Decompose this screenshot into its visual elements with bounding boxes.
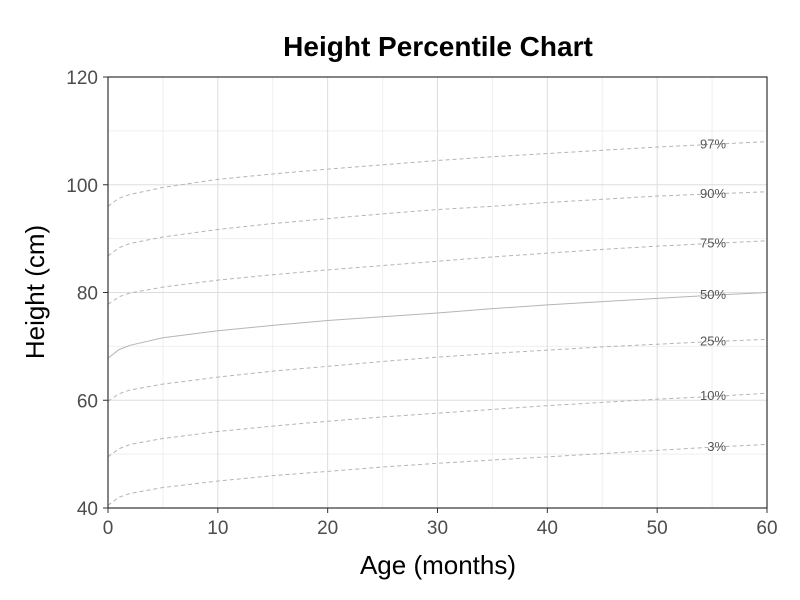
- x-tick-label: 30: [427, 518, 448, 539]
- series-line-25-pct: [107, 338, 768, 402]
- series-line-75-pct: [107, 240, 768, 305]
- y-tick-label: 40: [77, 499, 98, 520]
- y-tick-label: 80: [77, 284, 98, 305]
- x-tick-label: 20: [317, 518, 338, 539]
- y-tick-label: 120: [66, 68, 98, 89]
- series-line-50-pct: [107, 292, 768, 359]
- series-label-25-pct: 25%: [700, 334, 726, 349]
- x-tick-label: 10: [207, 518, 228, 539]
- series-label-50-pct: 50%: [700, 287, 726, 302]
- series-line-97-pct: [107, 141, 768, 207]
- y-tick-label: 60: [77, 391, 98, 412]
- series-line-10-pct: [107, 392, 768, 458]
- series-label-10-pct: 10%: [700, 388, 726, 403]
- x-tick-label: 50: [647, 518, 668, 539]
- series-label-3-pct: 3%: [707, 439, 726, 454]
- grid-layer: [107, 76, 768, 509]
- chart-title: Height Percentile Chart: [283, 31, 593, 62]
- series-line-90-pct: [107, 191, 768, 257]
- x-tick-label: 40: [537, 518, 558, 539]
- axis-layer: 0 10 20 30 40 50 60 40 60 80 100 120: [66, 68, 777, 539]
- series-label-90-pct: 90%: [700, 186, 726, 201]
- x-tick-label: 60: [756, 518, 777, 539]
- series-layer: [107, 141, 768, 506]
- x-tick-label: 0: [103, 518, 114, 539]
- x-axis-title: Age (months): [360, 550, 516, 580]
- series-label-layer: 3% 10% 25% 50% 75% 90% 97%: [700, 136, 726, 454]
- y-axis-title: Height (cm): [20, 225, 50, 359]
- series-label-75-pct: 75%: [700, 235, 726, 250]
- series-line-3-pct: [107, 443, 768, 506]
- series-label-97-pct: 97%: [700, 136, 726, 151]
- y-tick-label: 100: [66, 176, 98, 197]
